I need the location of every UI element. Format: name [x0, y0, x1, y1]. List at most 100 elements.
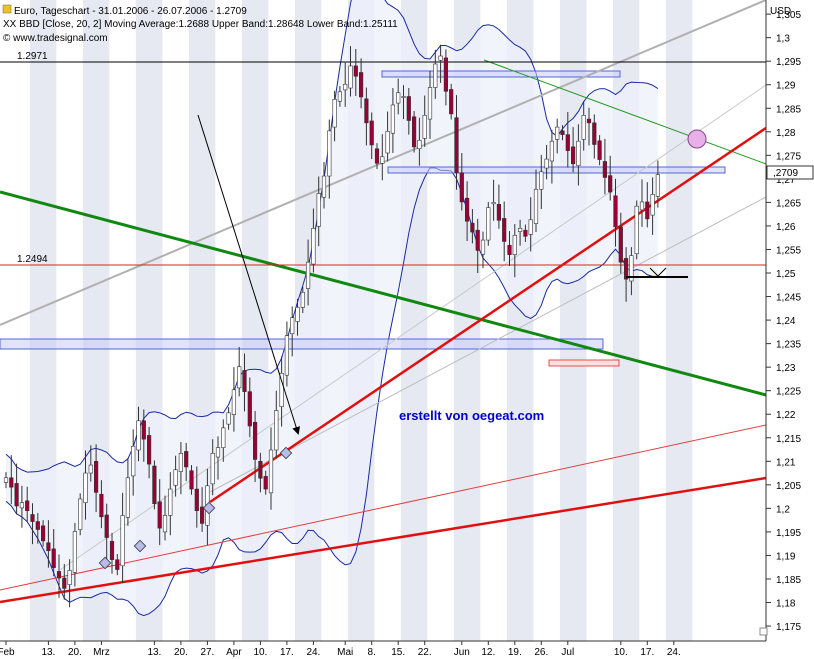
candle-body [539, 171, 544, 190]
candle-body [30, 514, 35, 522]
y-tick-label: 1,285 [776, 104, 801, 115]
candle-body [512, 235, 517, 255]
candle-body [125, 477, 130, 518]
candle-body [411, 116, 417, 148]
y-axis-ticks: 1,171,1751,181,1851,191,1951,21,2051,211… [766, 10, 801, 657]
candle-body [549, 140, 554, 162]
candle-body [221, 427, 226, 448]
candle-body [486, 207, 491, 241]
candle-body [464, 197, 470, 222]
candle-body [608, 175, 613, 193]
candle-body [337, 91, 343, 102]
x-tick-label: Jul [561, 647, 574, 658]
y-axis-panel [766, 0, 814, 641]
y-tick-label: 1,26 [776, 222, 796, 233]
candle-body [290, 317, 295, 335]
y-tick-label: 1,3 [776, 34, 790, 45]
x-tick-label: 17. [280, 647, 294, 658]
candle-body [343, 83, 348, 91]
candle-body [173, 469, 178, 486]
last-price-label: ,2709 [773, 168, 798, 179]
x-tick-label: Mai [337, 647, 353, 658]
level-low-label: 1.2494 [17, 254, 48, 265]
annotations [98, 114, 707, 570]
candle-body [40, 525, 46, 542]
candle-body [136, 420, 141, 451]
resistance-zone [381, 70, 621, 78]
candle-body [321, 175, 327, 198]
candle-body [35, 521, 40, 530]
candle-body [560, 130, 565, 135]
red-long-uptrend-line [0, 476, 767, 604]
candle-body [475, 229, 480, 251]
candle-body [210, 452, 215, 485]
x-tick-label: 20. [68, 647, 82, 658]
resistance-zones [0, 70, 726, 367]
header-icon [2, 4, 12, 14]
candle-body [274, 410, 279, 451]
candle-body [46, 542, 51, 552]
red-thin-line [0, 424, 767, 591]
candle-body [555, 126, 560, 140]
candle-body [72, 531, 77, 573]
candle-body [141, 420, 146, 440]
candle-body [517, 227, 523, 232]
candle-body [449, 89, 454, 115]
gray-faint-line [59, 84, 767, 571]
candle-body [194, 488, 199, 512]
candle-body [131, 445, 136, 477]
y-tick-label: 1,255 [776, 245, 801, 256]
y-tick-label: 1,245 [776, 293, 801, 304]
candle-body [427, 87, 433, 120]
candle-body [602, 161, 607, 178]
candlesticks [3, 44, 660, 608]
candle-body [480, 239, 486, 255]
candle-body [3, 477, 9, 483]
candle-body [459, 172, 464, 203]
candle-body [650, 194, 655, 216]
bollinger-bands [5, 0, 659, 617]
candle-body [237, 366, 242, 389]
candle-body [639, 201, 645, 211]
last-price-box [766, 165, 814, 180]
y-tick-label: 1,225 [776, 387, 801, 398]
candle-body [576, 140, 581, 166]
candle-body [380, 156, 385, 164]
y-tick-label: 1,195 [776, 528, 801, 539]
header-line-2: XX BBD [Close, 20, 2] Moving Average:1.2… [3, 19, 398, 30]
level-high-label: 1.2971 [17, 51, 48, 62]
resize-grip[interactable] [759, 627, 768, 636]
x-tick-label: Apr [226, 647, 242, 658]
lower-band-line [5, 167, 658, 617]
candle-body [25, 500, 30, 512]
x-tick-label: 8. [368, 647, 376, 658]
x-tick-label: 13. [147, 647, 161, 658]
x-tick-label: 10. [614, 647, 628, 658]
candle-body [470, 222, 475, 233]
y-tick-label: 1,25 [776, 269, 796, 280]
x-tick-label: 15. [391, 647, 405, 658]
red-uptrend-line [209, 126, 767, 504]
candle-body [502, 218, 507, 242]
candle-body [94, 460, 99, 493]
candle-body [258, 460, 263, 479]
candle-body [491, 202, 496, 205]
y-tick-label: 1,235 [776, 340, 801, 351]
y-tick-label: 1,18 [776, 599, 796, 610]
y-tick-label: 1,29 [776, 81, 796, 92]
candle-body [353, 65, 358, 77]
resistance-zone [387, 166, 726, 174]
candle-body [311, 227, 316, 265]
candle-body [120, 515, 125, 567]
x-tick-label: 13. [41, 647, 55, 658]
green-downtrend-line [0, 190, 767, 397]
arrow-annotation [197, 114, 301, 435]
candle-body [332, 99, 337, 128]
candle-body [247, 391, 252, 427]
candle-body [178, 452, 184, 472]
y-tick-label: 1,28 [776, 128, 796, 139]
candle-body [565, 134, 570, 151]
candle-body [215, 447, 221, 458]
candle-body [189, 470, 194, 490]
